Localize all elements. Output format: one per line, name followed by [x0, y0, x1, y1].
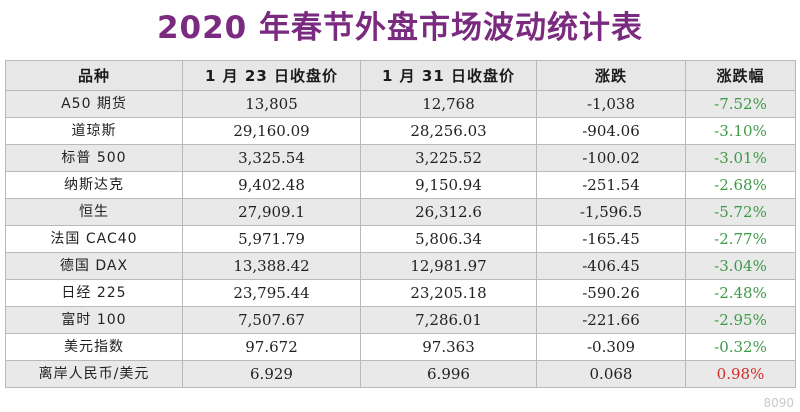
cell-jan23: 23,795.44 [182, 279, 361, 307]
cell-name: 标普 500 [5, 144, 183, 172]
cell-change: -904.06 [536, 117, 686, 145]
cell-jan23: 97.672 [182, 333, 361, 361]
cell-change: -100.02 [536, 144, 686, 172]
cell-change: -251.54 [536, 171, 686, 199]
table-header-row: 品种 1 月 23 日收盘价 1 月 31 日收盘价 涨跌 涨跌幅 [5, 60, 796, 91]
table-row: 恒生 27,909.1 26,312.6 -1,596.5 -5.72% [5, 198, 796, 226]
cell-change: -0.309 [536, 333, 686, 361]
header-jan23-close: 1 月 23 日收盘价 [182, 60, 361, 91]
cell-name: 日经 225 [5, 279, 183, 307]
cell-pct: -7.52% [685, 90, 796, 118]
cell-jan23: 7,507.67 [182, 306, 361, 334]
table-row: 美元指数 97.672 97.363 -0.309 -0.32% [5, 333, 796, 361]
table-row: 富时 100 7,507.67 7,286.01 -221.66 -2.95% [5, 306, 796, 334]
cell-change: 0.068 [536, 360, 686, 388]
table-row: 离岸人民币/美元 6.929 6.996 0.068 0.98% [5, 360, 796, 388]
header-change-pct: 涨跌幅 [685, 60, 796, 91]
cell-name: 富时 100 [5, 306, 183, 334]
cell-pct: -5.72% [685, 198, 796, 226]
cell-change: -406.45 [536, 252, 686, 280]
cell-jan31: 97.363 [360, 333, 537, 361]
cell-change: -1,596.5 [536, 198, 686, 226]
cell-pct: -0.32% [685, 333, 796, 361]
header-change: 涨跌 [536, 60, 686, 91]
table-row: 标普 500 3,325.54 3,225.52 -100.02 -3.01% [5, 144, 796, 172]
cell-jan31: 7,286.01 [360, 306, 537, 334]
cell-pct: -3.01% [685, 144, 796, 172]
cell-pct: -2.48% [685, 279, 796, 307]
cell-jan23: 5,971.79 [182, 225, 361, 253]
table-row: A50 期货 13,805 12,768 -1,038 -7.52% [5, 90, 796, 118]
cell-name: 法国 CAC40 [5, 225, 183, 253]
cell-name: 美元指数 [5, 333, 183, 361]
cell-pct: 0.98% [685, 360, 796, 388]
cell-pct: -3.10% [685, 117, 796, 145]
cell-jan23: 3,325.54 [182, 144, 361, 172]
cell-jan31: 5,806.34 [360, 225, 537, 253]
cell-name: 离岸人民币/美元 [5, 360, 183, 388]
cell-name: 恒生 [5, 198, 183, 226]
cell-name: 德国 DAX [5, 252, 183, 280]
table-row: 德国 DAX 13,388.42 12,981.97 -406.45 -3.04… [5, 252, 796, 280]
page-title: 2020 年春节外盘市场波动统计表 [156, 10, 644, 46]
cell-jan23: 29,160.09 [182, 117, 361, 145]
cell-change: -1,038 [536, 90, 686, 118]
cell-jan23: 9,402.48 [182, 171, 361, 199]
cell-pct: -2.77% [685, 225, 796, 253]
table-row: 法国 CAC40 5,971.79 5,806.34 -165.45 -2.77… [5, 225, 796, 253]
cell-pct: -3.04% [685, 252, 796, 280]
watermark: 8090 [763, 396, 794, 410]
market-table: 品种 1 月 23 日收盘价 1 月 31 日收盘价 涨跌 涨跌幅 A50 期货… [5, 60, 796, 388]
cell-jan23: 13,388.42 [182, 252, 361, 280]
cell-jan23: 27,909.1 [182, 198, 361, 226]
cell-jan31: 12,768 [360, 90, 537, 118]
cell-change: -165.45 [536, 225, 686, 253]
cell-pct: -2.68% [685, 171, 796, 199]
cell-jan31: 3,225.52 [360, 144, 537, 172]
header-variety: 品种 [5, 60, 183, 91]
cell-jan31: 26,312.6 [360, 198, 537, 226]
cell-jan31: 28,256.03 [360, 117, 537, 145]
table-row: 纳斯达克 9,402.48 9,150.94 -251.54 -2.68% [5, 171, 796, 199]
cell-change: -221.66 [536, 306, 686, 334]
table-row: 道琼斯 29,160.09 28,256.03 -904.06 -3.10% [5, 117, 796, 145]
cell-name: 纳斯达克 [5, 171, 183, 199]
cell-jan23: 6.929 [182, 360, 361, 388]
cell-jan23: 13,805 [182, 90, 361, 118]
cell-jan31: 12,981.97 [360, 252, 537, 280]
cell-name: A50 期货 [5, 90, 183, 118]
cell-jan31: 6.996 [360, 360, 537, 388]
cell-jan31: 9,150.94 [360, 171, 537, 199]
cell-change: -590.26 [536, 279, 686, 307]
table-row: 日经 225 23,795.44 23,205.18 -590.26 -2.48… [5, 279, 796, 307]
cell-pct: -2.95% [685, 306, 796, 334]
header-jan31-close: 1 月 31 日收盘价 [360, 60, 537, 91]
cell-name: 道琼斯 [5, 117, 183, 145]
cell-jan31: 23,205.18 [360, 279, 537, 307]
